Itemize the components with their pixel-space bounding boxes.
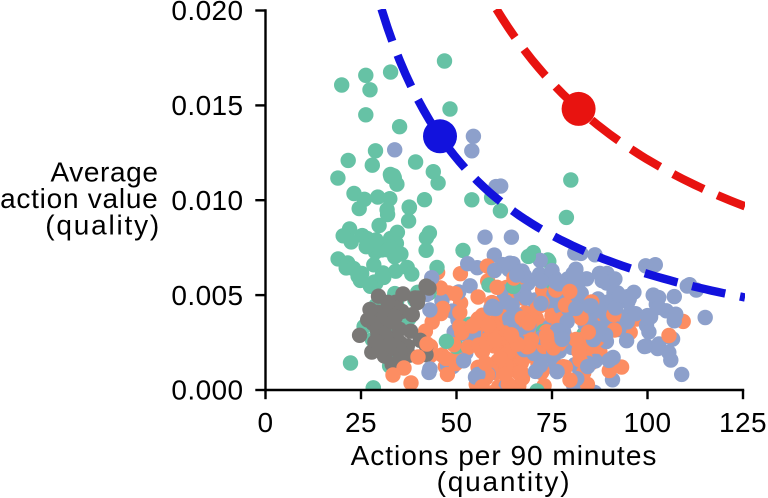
- svg-text:75: 75: [536, 407, 568, 438]
- svg-text:Actions per 90 minutes: Actions per 90 minutes: [351, 440, 658, 471]
- svg-text:100: 100: [624, 407, 672, 438]
- svg-text:25: 25: [345, 407, 377, 438]
- svg-text:action value: action value: [0, 183, 158, 214]
- svg-text:Average: Average: [51, 157, 159, 188]
- svg-text:(quantity): (quantity): [437, 466, 572, 497]
- svg-text:0.010: 0.010: [171, 185, 243, 216]
- svg-text:0.015: 0.015: [171, 90, 243, 121]
- svg-text:0.000: 0.000: [171, 375, 243, 406]
- svg-text:0.020: 0.020: [171, 0, 243, 26]
- svg-text:(quality): (quality): [45, 210, 161, 241]
- svg-text:0.005: 0.005: [171, 280, 243, 311]
- svg-text:0: 0: [258, 407, 274, 438]
- svg-text:125: 125: [719, 407, 767, 438]
- svg-text:50: 50: [441, 407, 473, 438]
